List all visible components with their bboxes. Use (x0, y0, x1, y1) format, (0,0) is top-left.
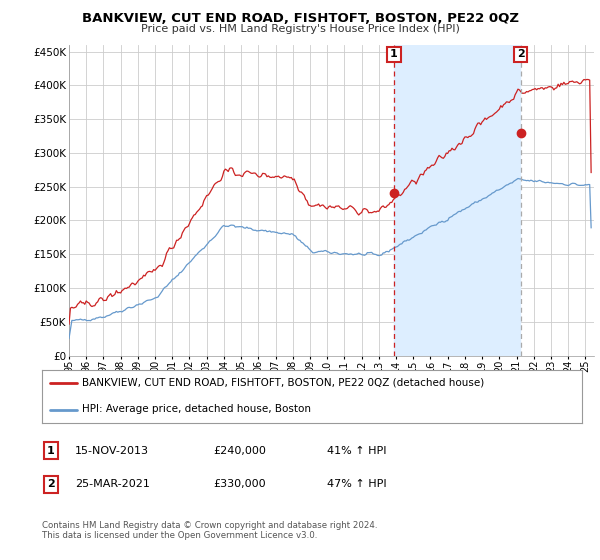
Text: 1: 1 (47, 446, 55, 456)
Text: Price paid vs. HM Land Registry's House Price Index (HPI): Price paid vs. HM Land Registry's House … (140, 24, 460, 34)
Text: 15-NOV-2013: 15-NOV-2013 (75, 446, 149, 456)
Text: 47% ↑ HPI: 47% ↑ HPI (327, 479, 386, 489)
Text: £240,000: £240,000 (213, 446, 266, 456)
Text: 25-MAR-2021: 25-MAR-2021 (75, 479, 150, 489)
Text: 41% ↑ HPI: 41% ↑ HPI (327, 446, 386, 456)
Text: BANKVIEW, CUT END ROAD, FISHTOFT, BOSTON, PE22 0QZ (detached house): BANKVIEW, CUT END ROAD, FISHTOFT, BOSTON… (83, 378, 485, 388)
Text: 1: 1 (390, 49, 398, 59)
Text: £330,000: £330,000 (213, 479, 266, 489)
Bar (394, 45, 520, 356)
Text: 2: 2 (517, 49, 524, 59)
Text: BANKVIEW, CUT END ROAD, FISHTOFT, BOSTON, PE22 0QZ: BANKVIEW, CUT END ROAD, FISHTOFT, BOSTON… (82, 12, 518, 25)
Text: HPI: Average price, detached house, Boston: HPI: Average price, detached house, Bost… (83, 404, 311, 414)
Text: 2: 2 (47, 479, 55, 489)
Text: Contains HM Land Registry data © Crown copyright and database right 2024.
This d: Contains HM Land Registry data © Crown c… (42, 521, 377, 540)
